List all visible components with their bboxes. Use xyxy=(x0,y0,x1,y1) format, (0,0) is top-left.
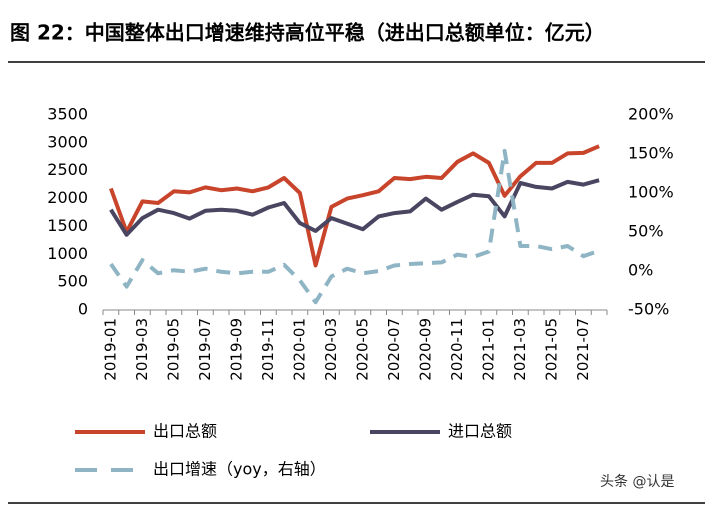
x-tick-label: 2019-03 xyxy=(133,318,151,381)
y2-tick-label: 0% xyxy=(628,261,653,280)
y-tick-label: 2000 xyxy=(47,188,88,207)
x-tick-label: 2019-07 xyxy=(196,318,214,381)
series-line xyxy=(109,144,600,268)
x-tick-label: 2019-09 xyxy=(227,318,245,381)
y-tick-label: 1000 xyxy=(47,244,88,263)
x-tick-label: 2021-05 xyxy=(542,318,560,381)
series-line xyxy=(109,178,600,237)
y2-tick-label: 150% xyxy=(628,144,674,163)
x-tick-label: 2021-01 xyxy=(479,318,497,381)
x-tick-label: 2020-09 xyxy=(416,318,434,381)
y2-tick-label: -50% xyxy=(628,300,669,319)
y-tick-label: 3500 xyxy=(47,105,88,124)
x-tick-label: 2020-11 xyxy=(448,318,466,381)
y-tick-label: 0 xyxy=(78,300,88,319)
x-tick-label: 2020-05 xyxy=(353,318,371,381)
legend-label: 出口增速（yoy，右轴） xyxy=(153,460,326,479)
x-tick-label: 2019-11 xyxy=(259,318,277,381)
x-tick-label: 2019-01 xyxy=(101,318,119,381)
x-tick-label: 2019-05 xyxy=(164,318,182,381)
x-tick-label: 2020-07 xyxy=(385,318,403,381)
series-line xyxy=(109,148,600,305)
y2-tick-label: 50% xyxy=(628,222,664,241)
x-tick-label: 2021-03 xyxy=(511,318,529,381)
legend-label: 出口总额 xyxy=(153,422,217,441)
y-tick-label: 1500 xyxy=(47,216,88,235)
legend-label: 进口总额 xyxy=(448,422,512,441)
chart-title: 图 22：中国整体出口增速维持高位平稳（进出口总额单位：亿元） xyxy=(10,21,605,45)
y2-tick-label: 100% xyxy=(628,183,674,202)
x-tick-label: 2021-07 xyxy=(574,318,592,381)
y-tick-label: 500 xyxy=(57,272,88,291)
watermark: 头条 @认是 xyxy=(600,473,674,490)
y-tick-label: 2500 xyxy=(47,160,88,179)
y-tick-label: 3000 xyxy=(47,132,88,151)
y2-tick-label: 200% xyxy=(628,105,674,124)
x-tick-label: 2020-03 xyxy=(322,318,340,381)
x-tick-label: 2020-01 xyxy=(290,318,308,381)
